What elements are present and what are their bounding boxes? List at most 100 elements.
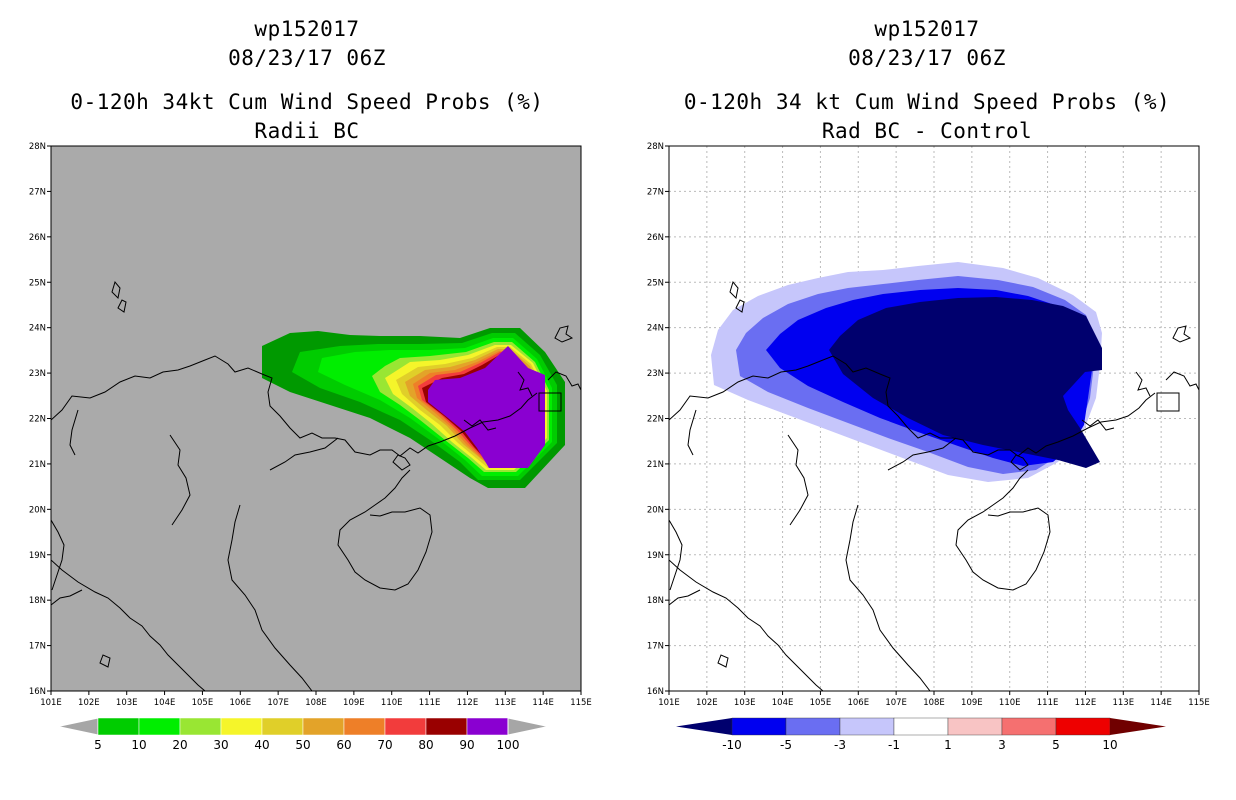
lon-tick-label: 112E: [457, 698, 479, 708]
legend-label: 5: [1052, 738, 1060, 752]
legend-label: 60: [336, 738, 351, 752]
legend-label: -10: [722, 738, 742, 752]
coastlines: [51, 280, 581, 691]
legend-label: -3: [834, 738, 846, 752]
lon-tick-label: 113E: [1112, 698, 1134, 708]
legend-color-box: [302, 717, 345, 736]
lon-tick-label: 109E: [961, 698, 983, 708]
lat-tick-label: 20N: [647, 505, 664, 515]
legend-label: -1: [888, 738, 900, 752]
legend-color-box: [1001, 717, 1057, 736]
lat-tick-label: 16N: [647, 687, 664, 697]
lat-tick-label: 16N: [29, 687, 46, 697]
lon-tick-label: 105E: [810, 698, 832, 708]
legend-color-box: [220, 717, 263, 736]
lon-tick-label: 109E: [343, 698, 365, 708]
lon-tick-label: 107E: [885, 698, 907, 708]
lat-tick-label: 19N: [647, 551, 664, 561]
lat-tick-label: 22N: [29, 415, 46, 425]
legend-color-box: [425, 717, 468, 736]
lon-tick-label: 114E: [532, 698, 554, 708]
lat-tick-label: 23N: [29, 369, 46, 379]
legend-label: 100: [497, 738, 520, 752]
legend-color-box: [731, 717, 787, 736]
legend-label: 10: [131, 738, 146, 752]
legend-color-box: [261, 717, 304, 736]
legend-under-triangle: [57, 717, 99, 736]
axis-labels: 101E 102E 103E 104E 105E 106E 107E 108E 109E 110E…: [647, 142, 1210, 708]
lat-tick-label: 20N: [29, 505, 46, 515]
left-map-panel: wp152017 08/23/17 06Z 0-120h 34kt Cum Wi…: [29, 17, 592, 752]
legend-over-triangle: [1110, 718, 1166, 735]
lat-tick-label: 28N: [647, 142, 664, 152]
lon-tick-label: 110E: [381, 698, 403, 708]
experiment-title: Rad BC - Control: [821, 119, 1033, 143]
legend-color-box: [97, 717, 140, 736]
lat-tick-label: 25N: [29, 278, 46, 288]
lat-tick-label: 21N: [29, 460, 46, 470]
legend-label: 20: [172, 738, 187, 752]
legend-color-box: [138, 717, 181, 736]
legend-label: 3: [998, 738, 1006, 752]
legend-label: 80: [418, 738, 433, 752]
legend-color-box: [893, 717, 949, 736]
lat-tick-label: 17N: [647, 642, 664, 652]
coastlines: [669, 280, 1199, 691]
axis-labels: 101E 102E 103E 104E 105E 106E 107E 108E 109E 110E…: [29, 142, 592, 708]
legend-color-box: [839, 717, 895, 736]
right-map-panel: wp152017 08/23/17 06Z 0-120h 34 kt Cum W…: [618, 0, 1236, 800]
legend-label: 30: [213, 738, 228, 752]
lon-tick-label: 106E: [229, 698, 251, 708]
legend-label: 90: [459, 738, 474, 752]
legend-label: 50: [295, 738, 310, 752]
lon-tick-label: 101E: [658, 698, 680, 708]
lon-tick-label: 108E: [923, 698, 945, 708]
contour-100: [428, 346, 545, 468]
lon-tick-label: 104E: [154, 698, 176, 708]
lon-tick-label: 112E: [1075, 698, 1097, 708]
product-title: 0-120h 34kt Cum Wind Speed Probs (%): [70, 90, 544, 114]
legend-color-box: [179, 717, 222, 736]
lon-tick-label: 111E: [419, 698, 441, 708]
lat-tick-label: 28N: [29, 142, 46, 152]
difference-map: 101E 102E 103E 104E 105E 106E 107E 108E 109E 110E…: [647, 142, 1210, 752]
legend-color-box: [947, 717, 1003, 736]
lon-tick-label: 102E: [78, 698, 100, 708]
lon-tick-label: 113E: [494, 698, 516, 708]
storm-id-title: wp152017: [874, 17, 980, 41]
difference-contours: [711, 262, 1102, 482]
lat-tick-label: 19N: [29, 551, 46, 561]
lat-tick-label: 26N: [29, 233, 46, 243]
lat-tick-label: 27N: [29, 187, 46, 197]
lon-tick-label: 110E: [999, 698, 1021, 708]
lon-tick-label: 103E: [116, 698, 138, 708]
contour-minus10: [829, 297, 1102, 468]
storm-id-title: wp152017: [254, 17, 360, 41]
lon-tick-label: 102E: [696, 698, 718, 708]
datetime-title: 08/23/17 06Z: [848, 46, 1006, 70]
lat-tick-label: 18N: [29, 596, 46, 606]
color-legend: 5 10 20 30 40 50 60 70 80 90 100: [57, 717, 549, 752]
color-legend: -10 -5 -3 -1 1 3 5 10: [676, 717, 1166, 752]
legend-color-box: [785, 717, 841, 736]
legend-color-box: [466, 717, 509, 736]
lon-tick-label: 101E: [40, 698, 62, 708]
probability-map: 101E 102E 103E 104E 105E 106E 107E 108E 109E 110E…: [29, 142, 592, 752]
lat-tick-label: 24N: [29, 324, 46, 334]
experiment-title: Radii BC: [254, 119, 360, 143]
legend-label: -5: [780, 738, 792, 752]
legend-color-box: [1055, 717, 1111, 736]
lat-tick-label: 26N: [647, 233, 664, 243]
lat-tick-label: 24N: [647, 324, 664, 334]
lon-tick-label: 114E: [1150, 698, 1172, 708]
lon-tick-label: 115E: [570, 698, 592, 708]
legend-label: 10: [1102, 738, 1117, 752]
lon-tick-label: 106E: [847, 698, 869, 708]
lat-tick-label: 25N: [647, 278, 664, 288]
lon-tick-label: 108E: [305, 698, 327, 708]
legend-label: 1: [944, 738, 952, 752]
legend-color-box: [343, 717, 386, 736]
datetime-title: 08/23/17 06Z: [228, 46, 386, 70]
legend-label: 40: [254, 738, 269, 752]
lon-tick-label: 111E: [1037, 698, 1059, 708]
